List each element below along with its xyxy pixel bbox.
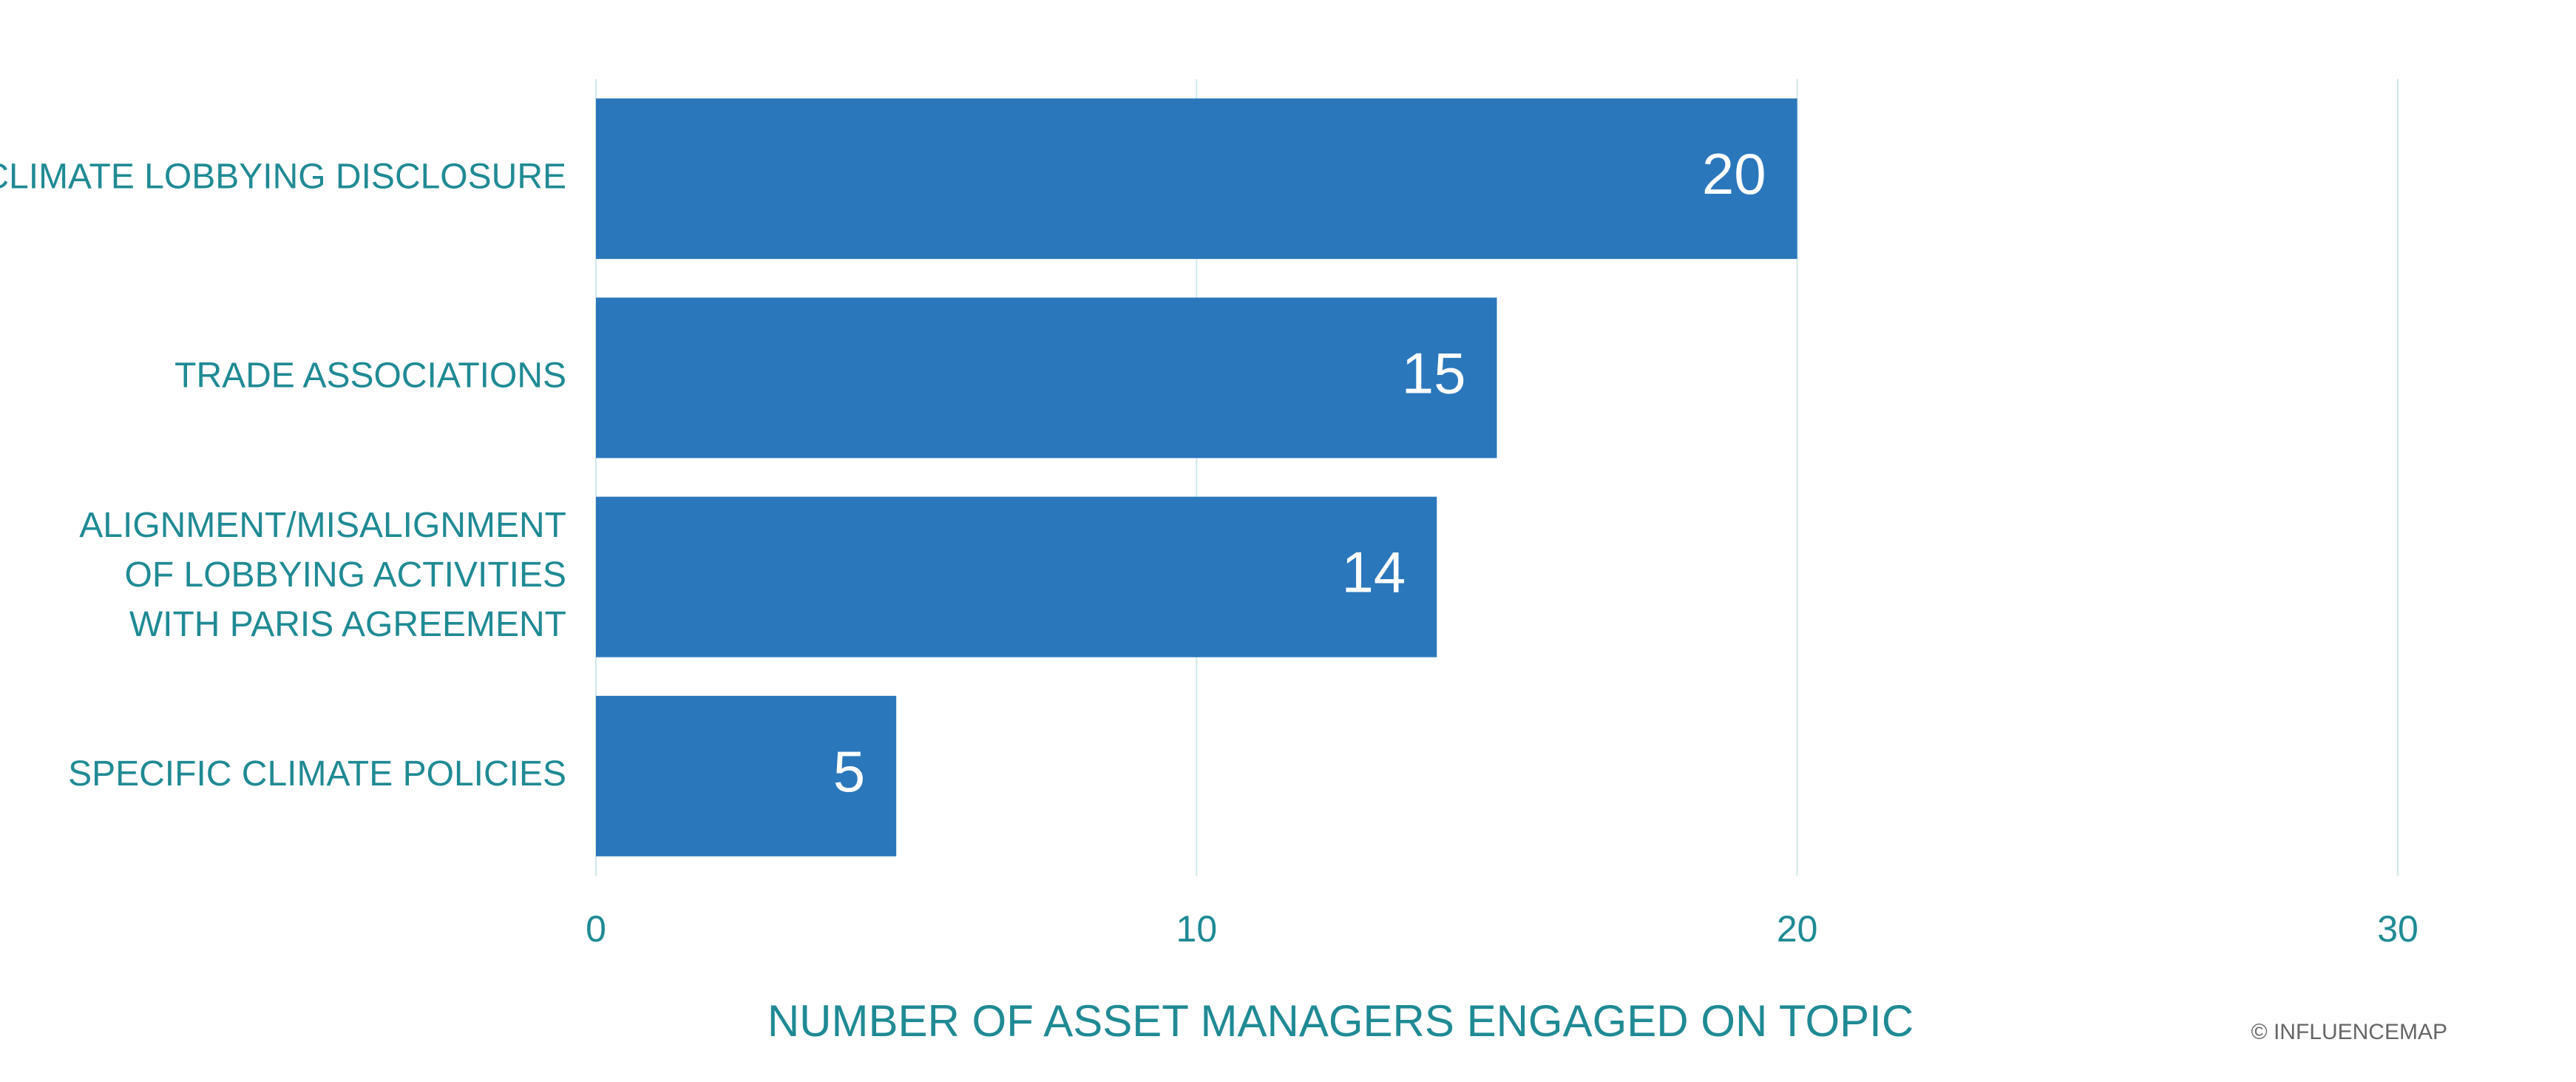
x-axis-title: NUMBER OF ASSET MANAGERS ENGAGED ON TOPI…	[767, 996, 1914, 1046]
y-tick-label: CLIMATE LOBBYING DISCLOSURE	[0, 157, 566, 196]
bar	[596, 98, 1797, 260]
copyright: © INFLUENCEMAP	[2251, 1020, 2447, 1044]
bar	[596, 496, 1437, 657]
x-tick-label: 20	[1777, 908, 1818, 950]
x-tick-label: 10	[1176, 908, 1218, 950]
value-label: 20	[1702, 141, 1766, 206]
y-tick-label: TRADE ASSOCIATIONS	[174, 356, 566, 396]
value-label: 15	[1402, 340, 1466, 405]
bar	[596, 297, 1497, 459]
bar	[596, 695, 897, 856]
y-tick-label: ALIGNMENT/MISALIGNMENT OF LOBBYING ACTIVI…	[79, 506, 566, 644]
value-label: 14	[1342, 540, 1406, 605]
x-tick-label: 0	[586, 908, 606, 950]
value-label: 5	[833, 739, 865, 804]
x-tick-label: 30	[2377, 908, 2419, 950]
y-tick-label: SPECIFIC CLIMATE POLICIES	[68, 754, 566, 794]
